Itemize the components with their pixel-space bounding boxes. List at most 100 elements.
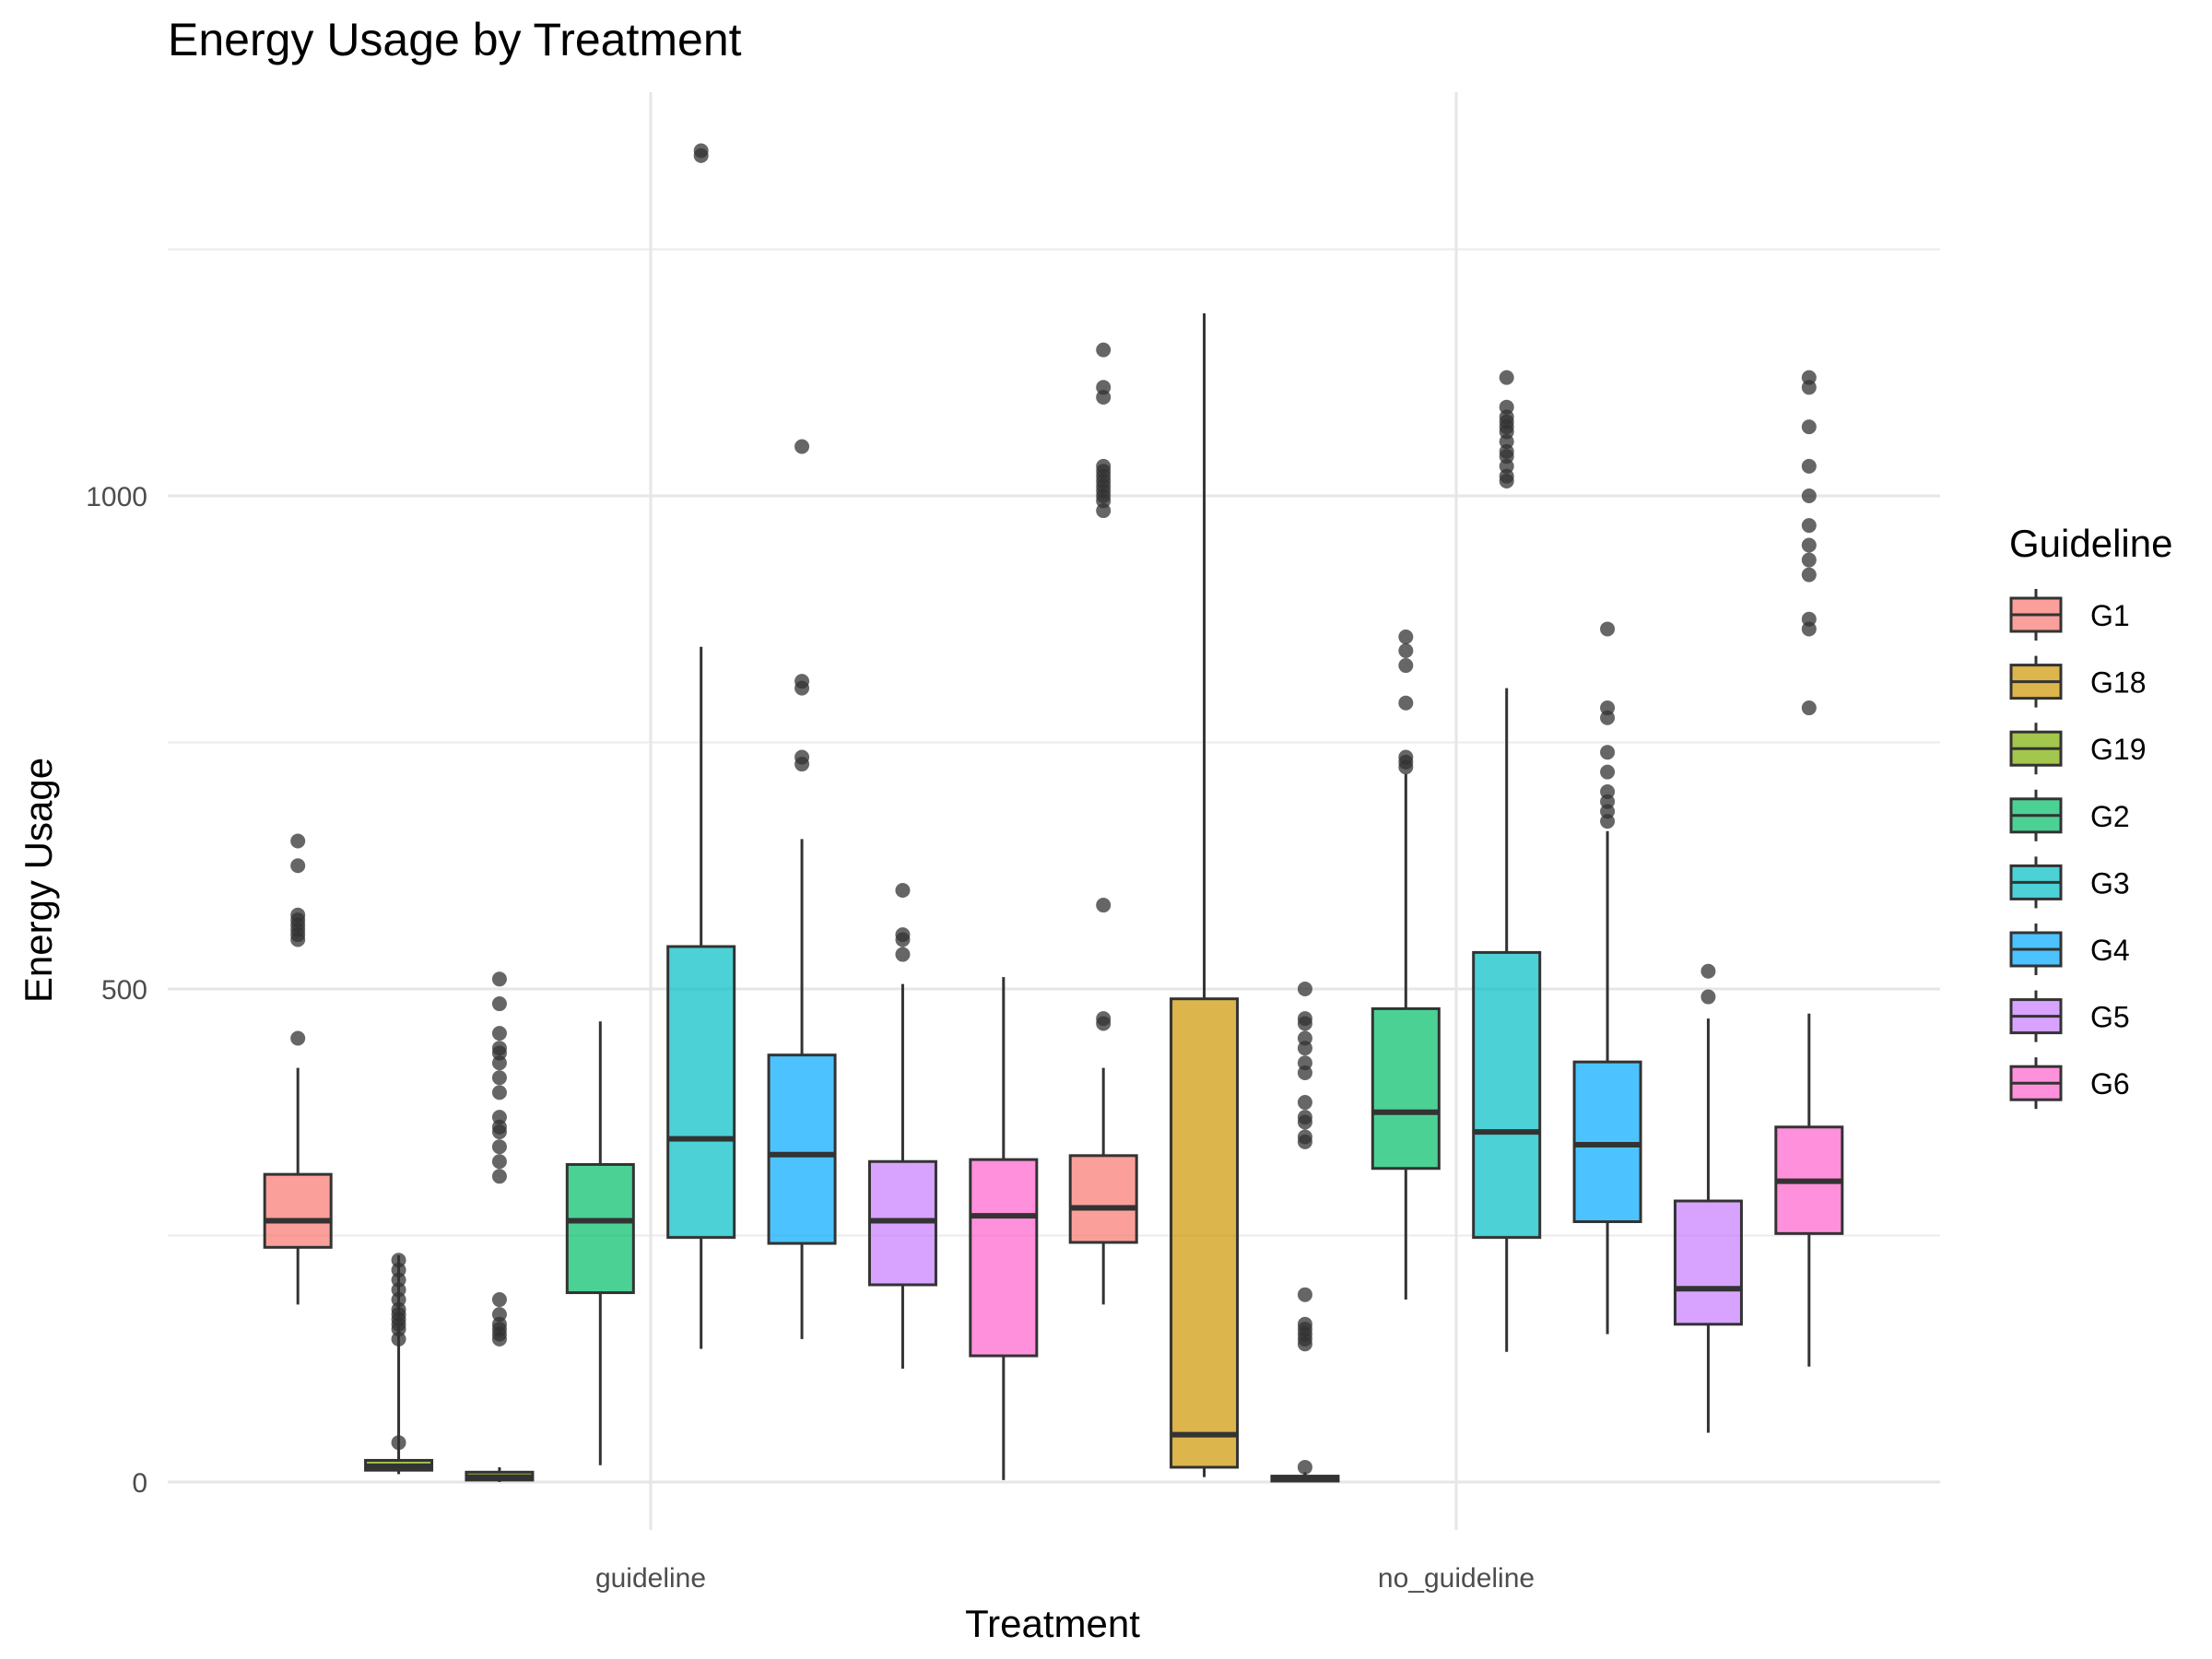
outlier-point	[1096, 898, 1112, 913]
box-guideline-g19	[465, 971, 535, 1482]
outlier-point	[794, 439, 810, 454]
outlier-point	[1297, 1459, 1312, 1475]
box-body	[1170, 997, 1240, 1469]
legend-item-g3: G3	[2009, 856, 2130, 909]
outlier-point	[1600, 621, 1616, 637]
outlier-point	[794, 749, 810, 765]
outlier-point	[1700, 963, 1716, 979]
outlier-point	[1600, 764, 1616, 780]
legend-label: G4	[2090, 934, 2130, 967]
box-guideline-g19	[364, 1253, 434, 1475]
legend-item-g4: G4	[2009, 924, 2130, 975]
outlier-point	[1801, 700, 1817, 716]
outlier-point	[895, 883, 911, 898]
legend-title: Guideline	[2009, 522, 2172, 565]
outlier-point	[290, 833, 306, 849]
outlier-point	[1297, 1030, 1312, 1046]
outlier-point	[290, 907, 306, 923]
outlier-point	[491, 1070, 507, 1086]
legend-label: G2	[2090, 800, 2130, 833]
outlier-point	[1096, 458, 1112, 474]
legend: Guideline G1 G18 G19 G2 G3 G4 G5 G6	[2009, 522, 2172, 1110]
outlier-point	[491, 1169, 507, 1184]
outlier-point	[1801, 458, 1817, 474]
outlier-point	[391, 1253, 406, 1268]
box-guideline-g1	[263, 833, 333, 1305]
outlier-point	[1297, 1287, 1312, 1302]
outlier-point	[491, 996, 507, 1012]
outlier-point	[1801, 537, 1817, 553]
outlier-point	[1297, 982, 1312, 996]
outlier-point	[1801, 370, 1817, 385]
outlier-point	[391, 1435, 406, 1451]
outlier-point	[1801, 552, 1817, 568]
y-axis-ticks: 0 500 1000	[86, 482, 147, 1499]
outlier-point	[1096, 380, 1112, 395]
box-guideline-g3	[666, 143, 736, 1349]
outlier-point	[1801, 518, 1817, 534]
box-no_guideline-g6	[1774, 370, 1844, 1367]
outlier-point	[491, 1154, 507, 1170]
outlier-point	[491, 1041, 507, 1056]
legend-label: G1	[2090, 599, 2130, 632]
box-no_guideline-g4	[1572, 621, 1642, 1335]
box-body	[1068, 1154, 1138, 1244]
box-no_guideline-g19	[1270, 982, 1340, 1483]
box-no_guideline-g1	[1068, 342, 1138, 1305]
outlier-point	[1297, 1095, 1312, 1111]
outlier-point	[1700, 989, 1716, 1005]
box-no_guideline-g2	[1371, 629, 1441, 1300]
y-tick-label: 500	[101, 975, 147, 1006]
outlier-point	[491, 1292, 507, 1308]
outlier-point	[1398, 695, 1414, 711]
plot-grid	[168, 92, 1940, 1530]
box-body	[969, 1158, 1039, 1358]
outlier-point	[1499, 370, 1514, 385]
outlier-point	[1801, 611, 1817, 627]
legend-item-g18: G18	[2009, 655, 2146, 708]
boxplot-marks	[263, 143, 1844, 1483]
legend-label: G6	[2090, 1067, 2130, 1100]
y-tick-label: 0	[132, 1468, 147, 1499]
outlier-point	[895, 947, 911, 962]
outlier-point	[491, 1307, 507, 1323]
box-guideline-g2	[565, 1021, 635, 1465]
box-body	[1371, 1006, 1441, 1171]
outlier-point	[491, 1110, 507, 1125]
legend-label: G3	[2090, 866, 2130, 900]
x-axis-title: Treatment	[965, 1602, 1140, 1645]
outlier-point	[491, 971, 507, 987]
box-no_guideline-g3	[1472, 370, 1542, 1352]
outlier-point	[1398, 642, 1414, 658]
legend-label: G19	[2090, 733, 2146, 766]
outlier-point	[794, 674, 810, 689]
legend-item-g1: G1	[2009, 589, 2130, 641]
outlier-point	[1096, 342, 1112, 358]
outlier-point	[491, 1026, 507, 1041]
box-no_guideline-g18	[1170, 313, 1240, 1477]
outlier-point	[1600, 784, 1616, 799]
legend-item-g2: G2	[2009, 789, 2130, 841]
outlier-point	[895, 927, 911, 943]
outlier-point	[290, 1030, 306, 1046]
box-guideline-g4	[767, 439, 837, 1339]
outlier-point	[1398, 658, 1414, 674]
box-guideline-g6	[969, 977, 1039, 1480]
legend-item-g19: G19	[2009, 723, 2146, 775]
y-axis-title: Energy Usage	[17, 758, 60, 1003]
outlier-point	[1297, 1316, 1312, 1332]
outlier-point	[1398, 749, 1414, 765]
outlier-point	[693, 143, 709, 159]
box-body	[666, 945, 736, 1240]
outlier-point	[290, 858, 306, 874]
x-axis-ticks: guideline no_guideline	[595, 1563, 1535, 1594]
outlier-point	[1600, 700, 1616, 716]
legend-item-g6: G6	[2009, 1057, 2130, 1110]
outlier-point	[1297, 1011, 1312, 1027]
legend-item-g5: G5	[2009, 990, 2130, 1042]
outlier-point	[1297, 1055, 1312, 1071]
box-no_guideline-g5	[1673, 963, 1743, 1433]
outlier-point	[1801, 488, 1817, 503]
box-body	[565, 1162, 635, 1295]
